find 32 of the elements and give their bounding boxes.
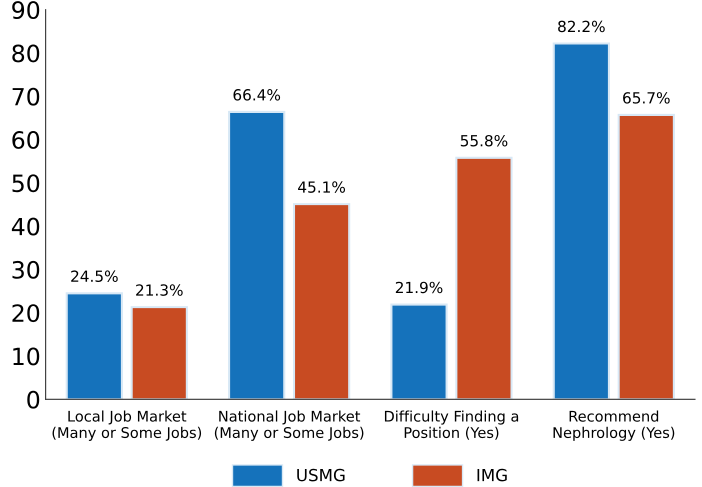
data-label: 55.8% [460, 134, 508, 146]
data-label: 45.1% [298, 181, 346, 193]
x-tick-label: Difficulty Finding a Position (Yes) [384, 410, 518, 440]
bar [618, 114, 675, 400]
data-label: 21.9% [396, 282, 442, 294]
y-tick-label: 20 [12, 304, 40, 322]
x-tick-label: Local Job Market (Many or Some Jobs) [52, 410, 202, 441]
bar [66, 292, 123, 400]
y-tick-label: 80 [12, 44, 40, 62]
x-tick-label: Recommend Nephrology (Yes) [554, 410, 674, 441]
data-label: 21.3% [136, 284, 183, 296]
bar [130, 306, 188, 400]
y-tick-label: 40 [12, 218, 40, 236]
y-tick-label: 0 [27, 390, 40, 409]
data-label: 66.4% [233, 89, 280, 101]
x-tick-label: National Job Market (Many or Some Jobs) [214, 410, 364, 441]
bar [292, 203, 350, 400]
legend-label: USMG [297, 468, 345, 482]
bar [390, 303, 448, 400]
data-label: 65.7% [623, 92, 670, 104]
bar [552, 42, 610, 400]
y-tick-label: 50 [12, 174, 40, 192]
y-tick-label: 10 [13, 348, 40, 366]
y-tick-label: 90 [12, 1, 40, 20]
y-tick-label: 30 [12, 260, 40, 279]
bar [228, 110, 286, 400]
y-tick-label: 60 [12, 131, 40, 149]
data-label: 24.5% [71, 270, 118, 282]
y-tick-label: 70 [12, 88, 40, 106]
legend-label: IMG [478, 468, 507, 482]
data-label: 82.2% [558, 20, 605, 32]
bar [455, 156, 513, 400]
